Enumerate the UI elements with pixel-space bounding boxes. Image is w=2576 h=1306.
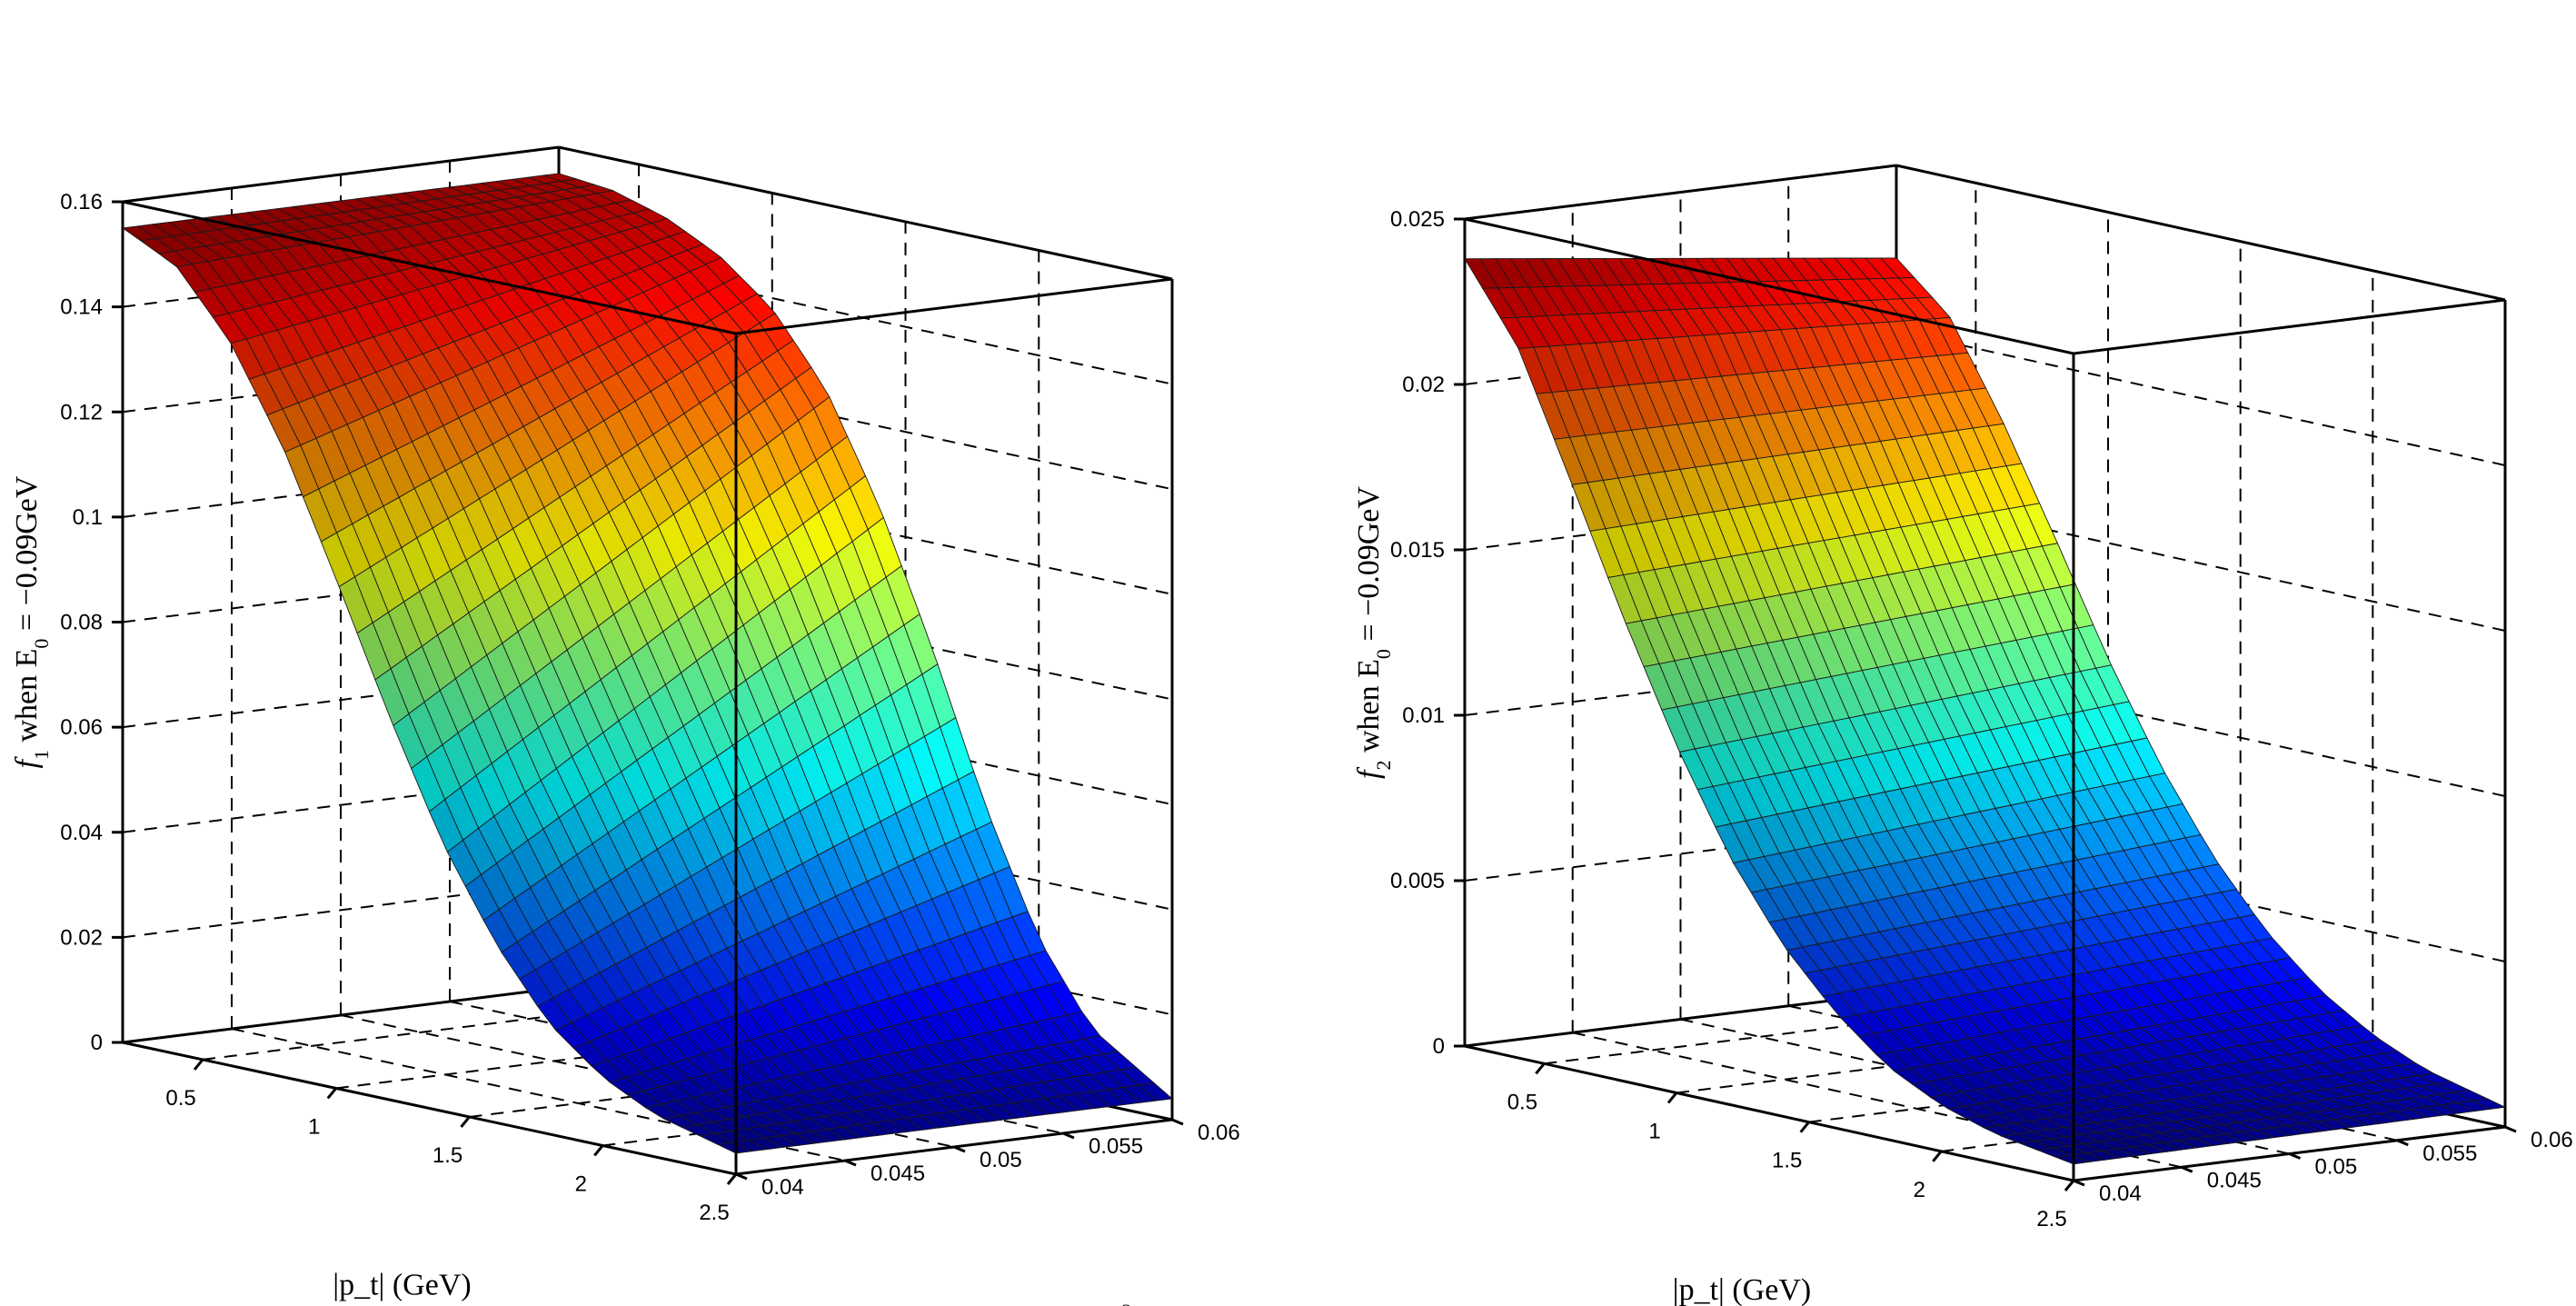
gridline-z bbox=[1895, 495, 2506, 632]
surface-plot-f1: 0 0.02 0.04 0.06 0.08 0.1 0.12 0.14 0.16 0.5 1 1.5 2… bbox=[10, 145, 1240, 1306]
box-edge bbox=[122, 200, 737, 335]
tick-mark-y bbox=[2504, 1125, 2517, 1133]
x-axis-label: |p_t| (GeV) bbox=[333, 1269, 471, 1302]
tick-label-z: 0.08 bbox=[60, 611, 103, 635]
tick-label-z: 0.01 bbox=[1402, 703, 1445, 728]
tick-label-z: 0.14 bbox=[60, 295, 103, 320]
tick-mark-x bbox=[1666, 1092, 1678, 1104]
gridline-x bbox=[1676, 1038, 2109, 1094]
box-edge bbox=[558, 145, 1173, 281]
surface-mesh bbox=[1464, 257, 2507, 1165]
tick-label-x: 1 bbox=[308, 1114, 320, 1139]
gridline-z bbox=[122, 882, 560, 939]
tick-label-z: 0.025 bbox=[1390, 207, 1445, 232]
tick-label-y: 0.055 bbox=[2422, 1142, 2477, 1166]
x-axis-label: |p_t| (GeV) bbox=[1673, 1273, 1811, 1306]
box-edge bbox=[735, 277, 1173, 335]
tick-mark-x bbox=[1932, 1150, 1943, 1162]
tick-mark-x bbox=[326, 1087, 337, 1100]
tick-label-z: 0.12 bbox=[60, 400, 103, 424]
gridline-y bbox=[1572, 1032, 2182, 1169]
box-edge bbox=[1895, 164, 2506, 302]
tick-label-y: 0.06 bbox=[1198, 1121, 1240, 1145]
tick-label-x: 2 bbox=[1914, 1178, 1925, 1202]
tick-label-y: 0.05 bbox=[980, 1148, 1022, 1172]
tick-mark-y bbox=[1171, 1118, 1184, 1126]
tick-label-y: 0.04 bbox=[761, 1175, 804, 1200]
tick-mark-x bbox=[726, 1173, 738, 1185]
tick-label-z: 0.06 bbox=[60, 715, 103, 740]
box-edge bbox=[1464, 164, 1897, 221]
gridline-x bbox=[1941, 1096, 2373, 1152]
box-edge bbox=[122, 1041, 737, 1176]
tick-label-x: 1.5 bbox=[433, 1143, 462, 1168]
tick-mark-x bbox=[593, 1144, 604, 1157]
tick-mark-x bbox=[1535, 1062, 1546, 1075]
tick-label-y: 0.045 bbox=[2207, 1168, 2262, 1192]
tick-label-x: 1 bbox=[1648, 1119, 1660, 1143]
gridline-y bbox=[231, 1028, 846, 1161]
gridline-z bbox=[558, 356, 1173, 491]
surface-plot-f2: 0 0.005 0.01 0.015 0.02 0.025 0.5 1 1.5 2 2.5 0.04 0… bbox=[1352, 164, 2573, 1306]
tick-label-z: 0 bbox=[91, 1031, 103, 1055]
tick-label-y: 0.06 bbox=[2531, 1128, 2573, 1152]
tick-label-y: 0.05 bbox=[2315, 1155, 2358, 1180]
tick-mark-x bbox=[460, 1116, 471, 1128]
tick-label-x: 1.5 bbox=[1772, 1149, 1802, 1173]
tick-mark-y bbox=[2073, 1179, 2085, 1187]
tick-label-y: 0.055 bbox=[1089, 1134, 1143, 1159]
tick-label-z: 0.005 bbox=[1390, 869, 1445, 893]
gridline-z bbox=[1895, 661, 2506, 797]
z-axis-label: f1 when E0 = −0.09GeV bbox=[10, 475, 53, 768]
tick-mark-y bbox=[2181, 1165, 2193, 1173]
tick-label-x: 2.5 bbox=[2036, 1207, 2066, 1231]
tick-label-z: 0.02 bbox=[1402, 373, 1445, 397]
tick-label-x: 2.5 bbox=[699, 1201, 729, 1225]
gridline-x bbox=[1808, 1067, 2241, 1123]
tick-label-z: 0.04 bbox=[60, 821, 103, 845]
box-edge bbox=[2073, 298, 2506, 355]
tick-mark-y bbox=[1062, 1132, 1075, 1140]
tick-label-x: 2 bbox=[575, 1171, 587, 1196]
tick-mark-y bbox=[844, 1159, 857, 1167]
gridline-z bbox=[1895, 330, 2506, 466]
tick-mark-y bbox=[2288, 1152, 2302, 1160]
gridline-z bbox=[1464, 495, 1897, 551]
tick-label-z: 0.02 bbox=[60, 925, 103, 950]
tick-label-x: 0.5 bbox=[1507, 1090, 1537, 1114]
tick-mark-y bbox=[953, 1145, 966, 1153]
gridline-x bbox=[1544, 1009, 1976, 1065]
gridline-x bbox=[202, 1003, 640, 1061]
tick-label-z: 0.1 bbox=[73, 505, 103, 530]
y-axis-label: κ (GeV3) bbox=[1029, 1300, 1141, 1306]
tick-mark-x bbox=[193, 1058, 204, 1071]
z-axis-label: f2 when E0 = −0.09GeV bbox=[1352, 486, 1395, 779]
tick-mark-x bbox=[2064, 1180, 2075, 1191]
surface-mesh bbox=[121, 173, 1174, 1154]
tick-mark-y bbox=[2396, 1139, 2409, 1147]
tick-label-y: 0.04 bbox=[2099, 1181, 2142, 1206]
tick-mark-x bbox=[1799, 1121, 1810, 1133]
tick-label-x: 0.5 bbox=[165, 1086, 195, 1111]
tick-mark-y bbox=[735, 1172, 748, 1181]
tick-label-z: 0.16 bbox=[60, 190, 103, 214]
gridline-z bbox=[1464, 826, 1897, 882]
tick-label-z: 0 bbox=[1433, 1034, 1445, 1059]
gridline-z bbox=[122, 776, 560, 833]
box-edge bbox=[1464, 217, 2074, 355]
tick-label-y: 0.045 bbox=[870, 1161, 925, 1186]
box-edge bbox=[1464, 1044, 2074, 1182]
gridline-z bbox=[1464, 661, 1897, 716]
tick-label-z: 0.015 bbox=[1390, 538, 1445, 563]
